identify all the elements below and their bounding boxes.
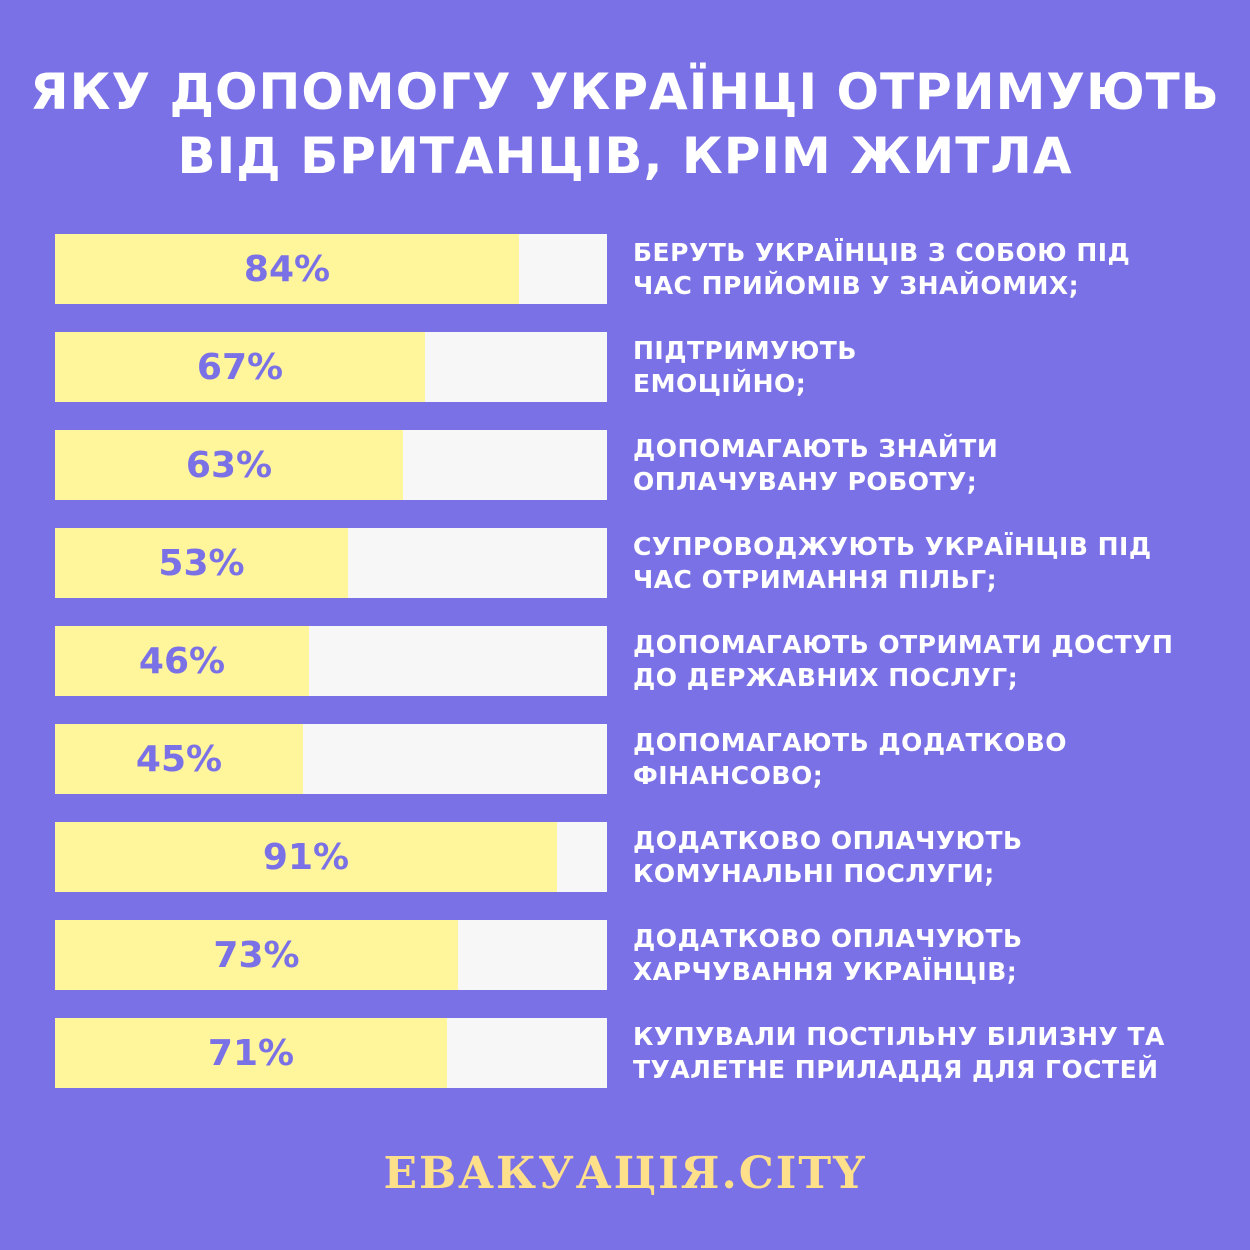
- bar-row: 91% ДОДАТКОВО ОПЛАЧУЮТЬ КОМУНАЛЬНІ ПОСЛУГИ…: [55, 822, 1215, 894]
- bar-track: 91%: [55, 822, 607, 892]
- bar-row: 84% БЕРУТЬ УКРАЇНЦІВ З СОБОЮ ПІД ЧАС ПРИЙО…: [55, 234, 1215, 306]
- bar-fill: [55, 528, 348, 598]
- bar-value-label: 45%: [135, 739, 223, 780]
- bar-category-label: ПІДТРИМУЮТЬ ЕМОЦІЙНО;: [633, 332, 1213, 400]
- bar-category-label-line: ОПЛАЧУВАНУ РОБОТУ;: [633, 467, 978, 496]
- bar-fill: [55, 1018, 447, 1088]
- bar-category-label: БЕРУТЬ УКРАЇНЦІВ З СОБОЮ ПІД ЧАС ПРИЙОМІВ…: [633, 234, 1213, 302]
- page-title: ЯКУ ДОПОМОГУ УКРАЇНЦІ ОТРИМУЮТЬ ВІД БРИТ…: [0, 60, 1250, 188]
- bar-fill: [55, 234, 519, 304]
- bar-category-label: ДОПОМАГАЮТЬ ОТРИМАТИ ДОСТУП ДО ДЕРЖАВНИХ …: [633, 626, 1213, 694]
- bar-value-label: 67%: [196, 347, 284, 388]
- bar-fill: [55, 430, 403, 500]
- bar-value-label: 73%: [213, 935, 300, 976]
- bar-category-label-line: СУПРОВОДЖУЮТЬ УКРАЇНЦІВ ПІД: [633, 532, 1152, 561]
- bar-category-label: ДОПОМАГАЮТЬ ЗНАЙТИ ОПЛАЧУВАНУ РОБОТУ;: [633, 430, 1213, 498]
- bar-category-label-line: ЧАС ПРИЙОМІВ У ЗНАЙОМИХ;: [633, 271, 1080, 300]
- bar-fill: [55, 626, 309, 696]
- page-title-line-1: ЯКУ ДОПОМОГУ УКРАЇНЦІ ОТРИМУЮТЬ: [30, 63, 1220, 121]
- bar-track: 63%: [55, 430, 607, 500]
- bar-fill: [55, 822, 557, 892]
- bar-track: 53%: [55, 528, 607, 598]
- bar-category-label-line: ДОДАТКОВО ОПЛАЧУЮТЬ: [633, 826, 1023, 855]
- bar-category-label-line: ЕМОЦІЙНО;: [633, 369, 807, 398]
- bar-category-label-line: ЧАС ОТРИМАННЯ ПІЛЬГ;: [633, 565, 998, 594]
- bar-value-label: 84%: [243, 249, 331, 290]
- bar-category-label-line: ТУАЛЕТНЕ ПРИЛАДДЯ ДЛЯ ГОСТЕЙ: [633, 1055, 1159, 1084]
- bar-category-label-line: ДО ДЕРЖАВНИХ ПОСЛУГ;: [633, 663, 1019, 692]
- bar-fill: [55, 920, 458, 990]
- bar-row: 53% СУПРОВОДЖУЮТЬ УКРАЇНЦІВ ПІД ЧАС ОТРИМА…: [55, 528, 1215, 600]
- bar-fill: [55, 332, 425, 402]
- bar-track: 46%: [55, 626, 607, 696]
- bar-value-label: 91%: [262, 837, 350, 878]
- bar-category-label-line: ДОПОМАГАЮТЬ ЗНАЙТИ: [633, 434, 999, 463]
- bar-category-label: СУПРОВОДЖУЮТЬ УКРАЇНЦІВ ПІД ЧАС ОТРИМАННЯ…: [633, 528, 1213, 596]
- bar-category-label-line: ХАРЧУВАННЯ УКРАЇНЦІВ;: [633, 957, 1018, 986]
- bar-value-label: 71%: [207, 1033, 295, 1074]
- bar-track: 84%: [55, 234, 607, 304]
- bar-category-label-line: ФІНАНСОВО;: [633, 761, 824, 790]
- bar-track: 71%: [55, 1018, 607, 1088]
- bar-category-label: ДОДАТКОВО ОПЛАЧУЮТЬ ХАРЧУВАННЯ УКРАЇНЦІВ;: [633, 920, 1213, 988]
- bar-category-label-line: БЕРУТЬ УКРАЇНЦІВ З СОБОЮ ПІД: [633, 238, 1131, 267]
- bar-fill: [55, 724, 303, 794]
- bar-row: 46% ДОПОМАГАЮТЬ ОТРИМАТИ ДОСТУП ДО ДЕРЖАВН…: [55, 626, 1215, 698]
- bar-row: 73% ДОДАТКОВО ОПЛАЧУЮТЬ ХАРЧУВАННЯ УКРАЇНЦ…: [55, 920, 1215, 992]
- bar-row: 45% ДОПОМАГАЮТЬ ДОДАТКОВО ФІНАНСОВО;: [55, 724, 1215, 796]
- bar-category-label-line: КУПУВАЛИ ПОСТІЛЬНУ БІЛИЗНУ ТА: [633, 1022, 1165, 1051]
- bar-row: 63% ДОПОМАГАЮТЬ ЗНАЙТИ ОПЛАЧУВАНУ РОБОТУ;: [55, 430, 1215, 502]
- footer-brand: ЕВАКУАЦІЯ.CITY: [383, 1148, 867, 1199]
- bar-category-label-line: ПІДТРИМУЮТЬ: [633, 336, 857, 365]
- bar-value-label: 46%: [138, 641, 226, 682]
- bar-value-label: 53%: [158, 543, 245, 584]
- bar-track: 67%: [55, 332, 607, 402]
- bar-track: 73%: [55, 920, 607, 990]
- bar-row: 67% ПІДТРИМУЮТЬ ЕМОЦІЙНО;: [55, 332, 1215, 404]
- bar-value-label: 63%: [185, 445, 273, 486]
- bar-category-label-line: ДОДАТКОВО ОПЛАЧУЮТЬ: [633, 924, 1023, 953]
- bar-category-label: КУПУВАЛИ ПОСТІЛЬНУ БІЛИЗНУ ТА ТУАЛЕТНЕ ПР…: [633, 1018, 1213, 1086]
- bar-category-label-line: КОМУНАЛЬНІ ПОСЛУГИ;: [633, 859, 995, 888]
- bar-category-label-line: ДОПОМАГАЮТЬ ОТРИМАТИ ДОСТУП: [633, 630, 1174, 659]
- bar-category-label: ДОПОМАГАЮТЬ ДОДАТКОВО ФІНАНСОВО;: [633, 724, 1213, 792]
- bar-track: 45%: [55, 724, 607, 794]
- bar-category-label: ДОДАТКОВО ОПЛАЧУЮТЬ КОМУНАЛЬНІ ПОСЛУГИ;: [633, 822, 1213, 890]
- bar-row: 71% КУПУВАЛИ ПОСТІЛЬНУ БІЛИЗНУ ТА ТУАЛЕТНЕ…: [55, 1018, 1215, 1090]
- bar-category-label-line: ДОПОМАГАЮТЬ ДОДАТКОВО: [633, 728, 1068, 757]
- page-title-line-2: ВІД БРИТАНЦІВ, КРІМ ЖИТЛА: [177, 127, 1073, 185]
